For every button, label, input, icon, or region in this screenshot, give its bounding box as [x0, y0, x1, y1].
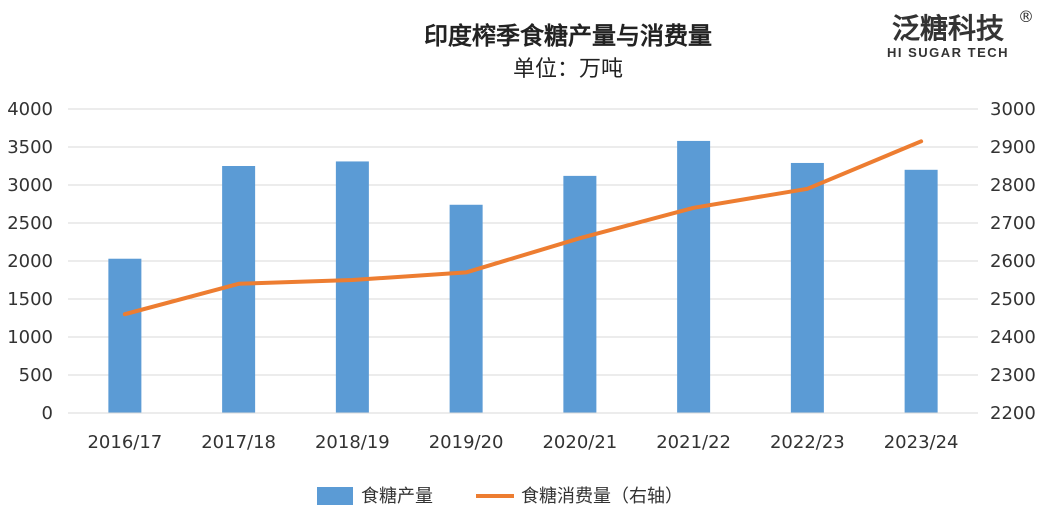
legend-swatch-bar [317, 487, 353, 505]
bar-2021-22 [677, 140, 711, 414]
y-axis-left: 0 500 1000 1500 2000 2500 3000 3500 4000 [7, 99, 53, 424]
x-tick-label: 2023/24 [884, 432, 959, 453]
y-right-tick-label: 3000 [990, 99, 1036, 120]
bar-2018-19 [335, 161, 369, 413]
y-left-tick-label: 3000 [7, 175, 53, 196]
x-tick-label: 2018/19 [315, 432, 390, 453]
y-left-tick-label: 500 [19, 365, 53, 386]
x-tick-label: 2017/18 [201, 432, 276, 453]
y-left-tick-label: 1500 [7, 289, 53, 310]
chart-subtitle: 单位：万吨 [513, 57, 623, 82]
brand-name-en: HI SUGAR TECH [887, 45, 1009, 60]
legend: 食糖产量 食糖消费量（右轴） [317, 486, 683, 507]
y-right-tick-label: 2700 [990, 213, 1036, 234]
y-axis-right: 2200 2300 2400 2500 2600 2700 2800 2900 3000 [990, 99, 1036, 424]
x-tick-label: 2022/23 [770, 432, 845, 453]
bar-2023-24 [904, 169, 938, 413]
y-right-tick-label: 2500 [990, 289, 1036, 310]
bar-series [108, 140, 938, 414]
consumption-line [122, 139, 924, 317]
y-right-tick-label: 2800 [990, 175, 1036, 196]
line-series [122, 139, 924, 317]
bar-2022-23 [790, 162, 824, 413]
brand-logo: 泛糖科技 ® HI SUGAR TECH [887, 7, 1034, 60]
x-tick-label: 2019/20 [429, 432, 504, 453]
legend-label-line: 食糖消费量（右轴） [521, 486, 683, 507]
y-right-tick-label: 2900 [990, 137, 1036, 158]
bar-2017-18 [222, 166, 256, 413]
gridlines [68, 108, 978, 376]
bar-2020-21 [563, 175, 597, 413]
y-right-tick-label: 2600 [990, 251, 1036, 272]
legend-label-bar: 食糖产量 [361, 486, 433, 507]
x-tick-label: 2016/17 [87, 432, 162, 453]
chart-title: 印度榨季食糖产量与消费量 [424, 21, 712, 50]
x-tick-label: 2021/22 [656, 432, 731, 453]
brand-registered-mark: ® [1018, 7, 1034, 26]
brand-name-cn: 泛糖科技 [892, 12, 1004, 45]
y-left-tick-label: 4000 [7, 99, 53, 120]
y-left-tick-label: 2000 [7, 251, 53, 272]
x-axis-ticks: 2016/17 2017/18 2018/19 2019/20 2020/21 2021/… [87, 432, 958, 453]
y-left-tick-label: 2500 [7, 213, 53, 234]
y-right-tick-label: 2200 [990, 403, 1036, 424]
bar-2019-20 [449, 204, 483, 413]
y-left-tick-label: 3500 [7, 137, 53, 158]
x-tick-label: 2020/21 [542, 432, 617, 453]
y-right-tick-label: 2300 [990, 365, 1036, 386]
y-left-tick-label: 1000 [7, 327, 53, 348]
y-left-tick-label: 0 [42, 403, 53, 424]
bar-2016-17 [108, 258, 142, 413]
y-right-tick-label: 2400 [990, 327, 1036, 348]
